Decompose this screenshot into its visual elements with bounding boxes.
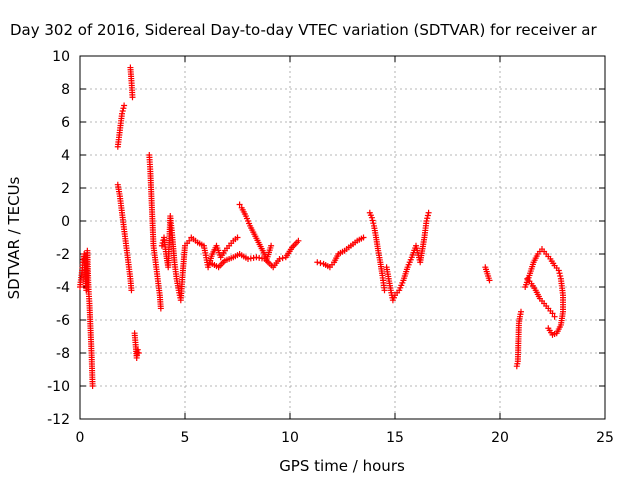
data-point (128, 287, 135, 294)
data-point (555, 267, 562, 274)
data-point (370, 220, 377, 227)
data-point (121, 102, 128, 109)
y-tick-label: -10 (47, 379, 70, 395)
data-point (129, 94, 136, 101)
data-point (545, 325, 552, 332)
data-point (186, 237, 193, 244)
x-tick-label: 5 (181, 430, 190, 446)
data-point (157, 305, 164, 312)
plot-frame (79, 55, 606, 420)
y-tick-label: 4 (61, 148, 70, 164)
x-tick-label: 15 (386, 430, 404, 446)
data-point (424, 215, 431, 222)
data-point (549, 310, 556, 317)
x-tick-label: 10 (281, 430, 299, 446)
data-point (424, 212, 431, 219)
data-point (119, 110, 125, 117)
data-point (317, 260, 324, 267)
data-point (557, 273, 564, 279)
data-point (518, 308, 524, 315)
x-tick-label: 20 (491, 430, 509, 446)
data-point (551, 313, 558, 320)
x-axis-title: GPS time / hours (279, 457, 405, 475)
y-tick-label: -2 (56, 247, 70, 263)
y-tick-label: -6 (56, 313, 70, 329)
data-point (135, 350, 142, 356)
data-point (369, 217, 376, 224)
y-tick-label: -4 (56, 280, 70, 296)
data-point (89, 383, 96, 389)
data-point (381, 287, 388, 294)
y-tick-label: 8 (61, 82, 70, 98)
data-point (368, 214, 375, 221)
x-tick-label: 0 (76, 430, 85, 446)
data-point (314, 259, 321, 266)
y-tick-label: 2 (61, 181, 70, 197)
y-axis-title: SDTVAR / TECUs (5, 176, 23, 299)
data-point (268, 242, 275, 249)
data-point (295, 237, 302, 244)
data-points (77, 64, 566, 389)
axis-ticks: 0 5 10 15 20 25 -12 -10 -8 -6 -4 -2 0 2 4 6 8 10 (47, 49, 614, 446)
data-point (234, 234, 241, 241)
data-point (276, 255, 283, 262)
y-tick-label: -12 (47, 412, 70, 428)
x-tick-label: 25 (596, 430, 614, 446)
chart-title: Day 302 of 2016, Sidereal Day-to-day VTE… (10, 21, 597, 39)
data-point (360, 234, 367, 241)
y-tick-label: 0 (61, 214, 70, 230)
data-point (134, 346, 141, 353)
data-point (486, 277, 493, 284)
data-point (279, 255, 286, 262)
data-point (423, 218, 430, 224)
data-point (425, 209, 432, 216)
data-point (158, 242, 165, 249)
y-tick-label: -8 (56, 346, 70, 362)
grid-lines (80, 56, 605, 419)
data-point (120, 105, 127, 112)
y-tick-label: 10 (52, 49, 70, 65)
data-point (236, 201, 243, 208)
data-point (119, 108, 126, 114)
y-tick-label: 6 (61, 115, 70, 131)
data-point (556, 270, 563, 277)
